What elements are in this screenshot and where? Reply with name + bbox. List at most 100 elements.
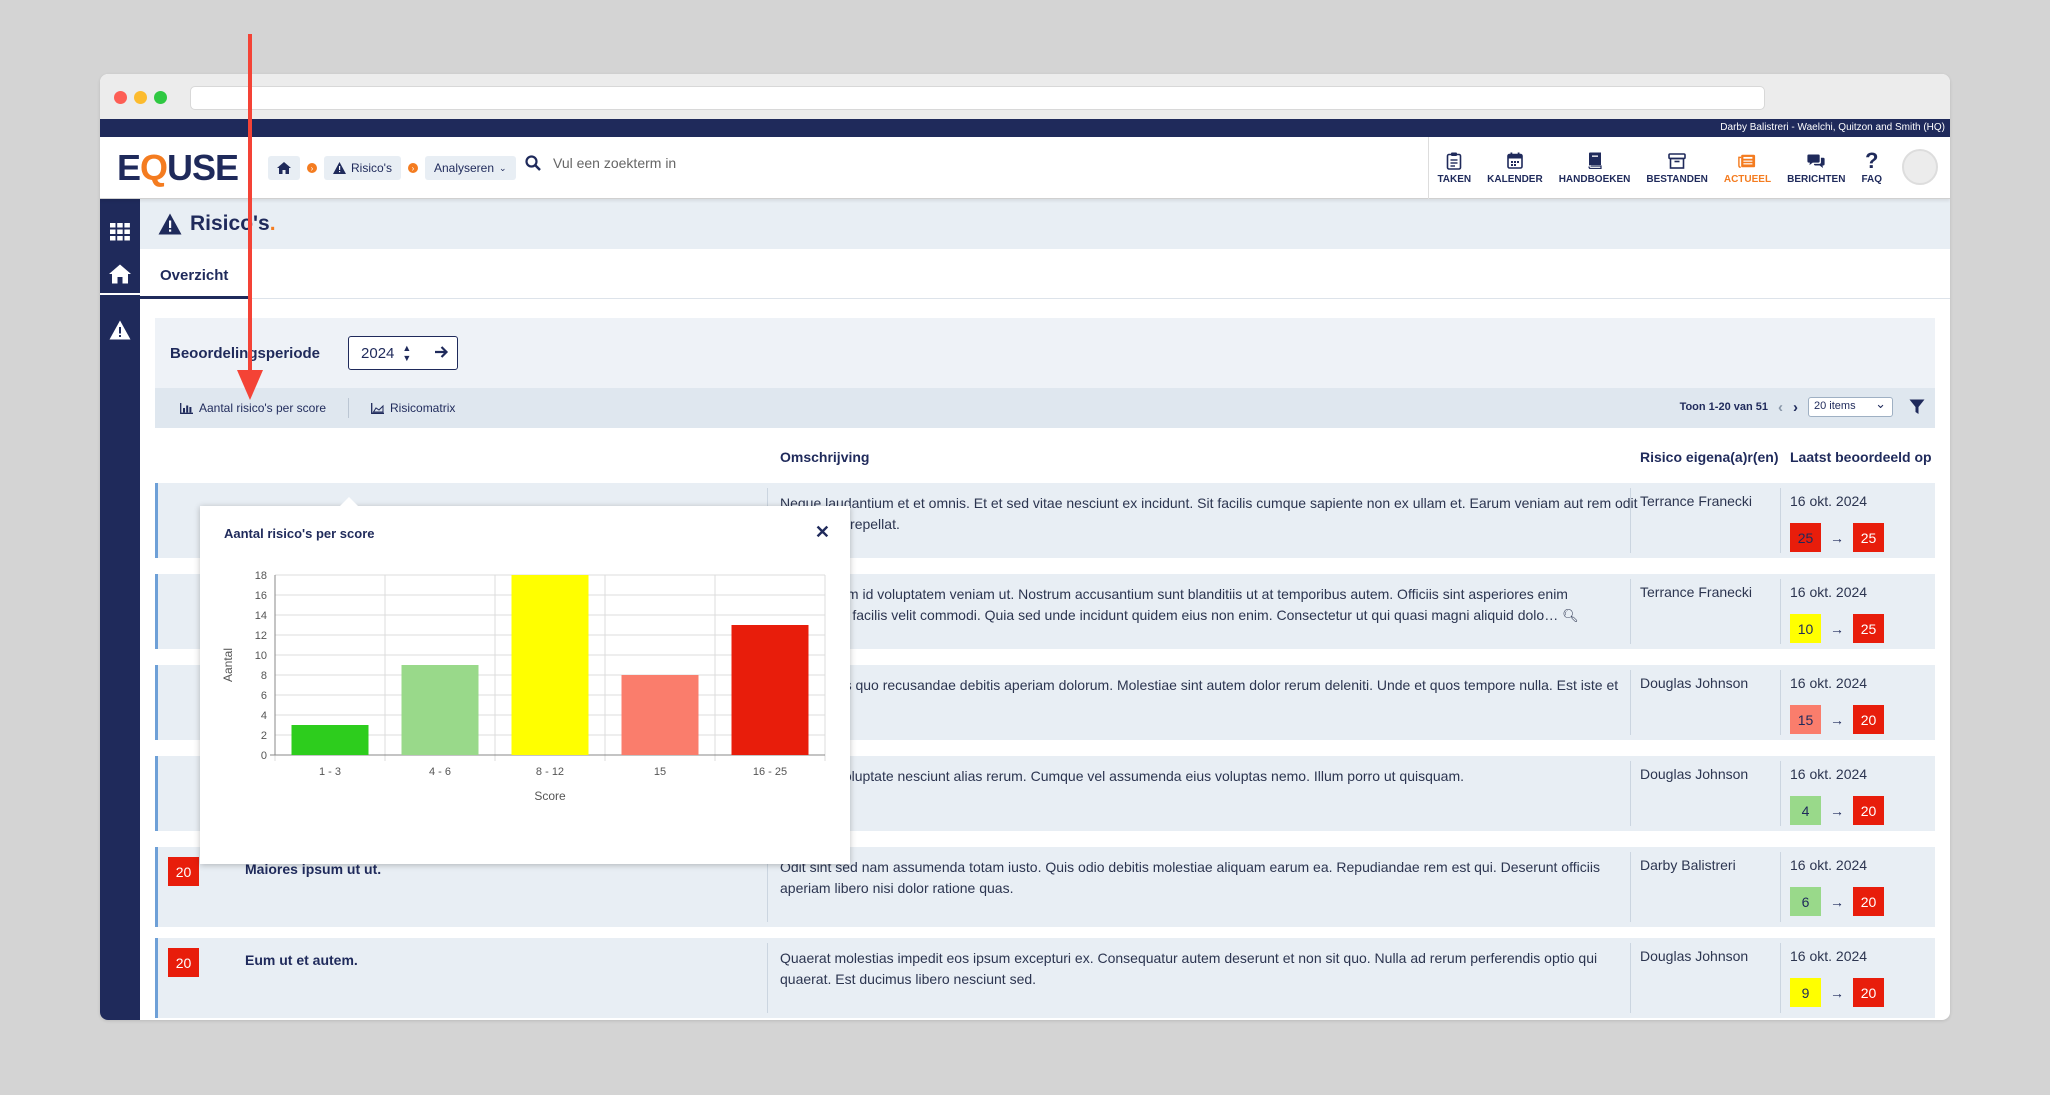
- address-bar[interactable]: [190, 86, 1765, 110]
- y-tick-label: 12: [255, 630, 267, 642]
- column-divider: [1630, 670, 1631, 735]
- items-per-page-select[interactable]: 20 items: [1808, 396, 1893, 417]
- current-score-badge: 20: [1853, 705, 1884, 734]
- popup-title: Aantal risico's per score: [224, 526, 375, 541]
- filter-icon[interactable]: [1909, 399, 1925, 415]
- x-tick-label: 4 - 6: [429, 766, 451, 778]
- column-divider: [767, 943, 768, 1013]
- page-title: Risico's.: [190, 212, 276, 235]
- bar-8-12: [511, 575, 589, 755]
- risk-description: Sint nostrum id voluptatem veniam ut. No…: [780, 586, 1579, 623]
- arrow-right-icon: →: [1830, 711, 1844, 728]
- column-divider: [1630, 579, 1631, 644]
- y-tick-label: 14: [255, 610, 267, 622]
- news-icon: [1738, 152, 1756, 170]
- filter-bar: Beoordelingsperiode 2024 ▲ ▼: [155, 318, 1935, 388]
- bar-16-25: [731, 625, 809, 755]
- score-change: 9 → 20: [1790, 978, 1884, 1007]
- tab-overzicht[interactable]: Overzicht: [140, 249, 249, 299]
- warning-icon: [158, 213, 182, 235]
- breadcrumb-analyse-dropdown[interactable]: Analyseren ⌄: [424, 156, 516, 180]
- chevron-right-icon: ›: [407, 163, 418, 173]
- column-divider: [1780, 943, 1781, 1013]
- chevron-left-icon[interactable]: ‹: [1778, 398, 1783, 416]
- toolbar: Aantal risico's per score Risicomatrix T…: [155, 388, 1935, 428]
- x-tick-label: 8 - 12: [536, 766, 564, 778]
- zoom-icon[interactable]: 🔍︎: [1562, 608, 1579, 623]
- window-maximize-dot[interactable]: [154, 91, 167, 104]
- arrow-right-icon: →: [1830, 802, 1844, 819]
- arrow-right-icon: →: [1830, 984, 1844, 1001]
- breadcrumb-home[interactable]: [268, 156, 300, 180]
- y-axis-label: Aantal: [221, 648, 235, 682]
- column-divider: [1780, 488, 1781, 553]
- risk-score-badge: 20: [168, 857, 199, 886]
- rail-apps[interactable]: [100, 209, 140, 255]
- nav-bestanden[interactable]: BESTANDEN: [1638, 137, 1715, 199]
- arrow-right-icon[interactable]: [433, 344, 449, 360]
- risk-title[interactable]: Maiores ipsum ut ut.: [245, 861, 382, 877]
- period-label: Beoordelingsperiode: [170, 344, 321, 362]
- toolbar-divider: [348, 398, 350, 418]
- search-icon: [525, 155, 541, 171]
- column-divider: [1630, 488, 1631, 553]
- window-minimize-dot[interactable]: [134, 91, 147, 104]
- period-select[interactable]: 2024 ▲ ▼: [348, 336, 459, 370]
- bar-4-6: [401, 665, 479, 755]
- nav-taken[interactable]: TAKEN: [1429, 137, 1479, 199]
- nav-faq[interactable]: ? FAQ: [1861, 147, 1882, 185]
- current-score-badge: 20: [1853, 887, 1884, 916]
- table-row[interactable]: 20 Eum ut et autem. Quaerat molestias impe…: [155, 938, 1935, 1018]
- risk-title[interactable]: Eum ut et autem.: [245, 952, 358, 968]
- last-assessed-date: 16 okt. 2024: [1790, 766, 1868, 782]
- risk-owner: Darby Balistreri: [1640, 857, 1736, 873]
- window-close-dot[interactable]: [114, 91, 127, 104]
- nav-kalender[interactable]: KALENDER: [1479, 137, 1551, 199]
- column-header-description[interactable]: Omschrijving: [780, 449, 870, 465]
- risk-owner: Douglas Johnson: [1640, 766, 1749, 782]
- y-tick-label: 16: [255, 590, 267, 602]
- previous-score-badge: 9: [1790, 978, 1821, 1007]
- rail-home[interactable]: [100, 255, 140, 295]
- search-input[interactable]: [553, 155, 873, 171]
- column-header-last-assessed[interactable]: Laatst beoordeeld op: [1790, 449, 1932, 465]
- risk-owner: Douglas Johnson: [1640, 675, 1749, 691]
- breadcrumb-risks[interactable]: Risico's: [324, 156, 401, 180]
- y-tick-label: 2: [261, 730, 267, 742]
- x-tick-label: 1 - 3: [319, 766, 341, 778]
- column-divider: [1630, 761, 1631, 826]
- row-accent-bar: [155, 756, 158, 831]
- risk-description: Perferendis quo recusandae debitis aperi…: [780, 677, 1619, 714]
- equse-logo[interactable]: EQUSE: [117, 147, 239, 188]
- previous-score-badge: 6: [1790, 887, 1821, 916]
- nav-berichten[interactable]: BERICHTEN: [1779, 137, 1853, 199]
- chevron-right-icon[interactable]: ›: [1793, 398, 1798, 416]
- close-icon[interactable]: ✕: [814, 522, 830, 542]
- y-tick-label: 8: [261, 670, 267, 682]
- risk-matrix-button[interactable]: Risicomatrix: [371, 401, 455, 415]
- column-header-owner[interactable]: Risico eigena(a)r(en): [1640, 449, 1779, 465]
- risk-score-badge: 20: [168, 948, 199, 977]
- x-tick-label: 16 - 25: [753, 766, 787, 778]
- chart-popup: Aantal risico's per score ✕ 0 2 4 6 8 10 12 14 1…: [200, 497, 850, 864]
- chart-button[interactable]: Aantal risico's per score: [180, 401, 326, 415]
- current-score-badge: 20: [1853, 978, 1884, 1007]
- nav-handboeken[interactable]: HANDBOEKEN: [1551, 137, 1639, 199]
- last-assessed-date: 16 okt. 2024: [1790, 493, 1868, 509]
- rail-risks[interactable]: [100, 307, 140, 353]
- column-divider: [1630, 852, 1631, 922]
- left-rail: [100, 199, 140, 1020]
- paging-info: Toon 1-20 van 51: [1679, 401, 1768, 413]
- home-icon: [109, 264, 131, 284]
- avatar[interactable]: [1902, 149, 1938, 185]
- y-tick-label: 0: [261, 750, 267, 762]
- arrow-right-icon: →: [1830, 620, 1844, 637]
- tab-bar: Overzicht: [140, 249, 1950, 299]
- book-icon: [1586, 152, 1604, 170]
- browser-chrome: [100, 74, 1950, 119]
- bar-chart-icon: [180, 402, 193, 414]
- breadcrumb: › Risico's › Analyseren ⌄: [268, 156, 516, 180]
- nav-actueel[interactable]: ACTUEEL: [1716, 137, 1779, 199]
- risk-description: Quo odit voluptate nesciunt alias rerum.…: [780, 768, 1465, 784]
- arrow-right-icon: →: [1830, 529, 1844, 546]
